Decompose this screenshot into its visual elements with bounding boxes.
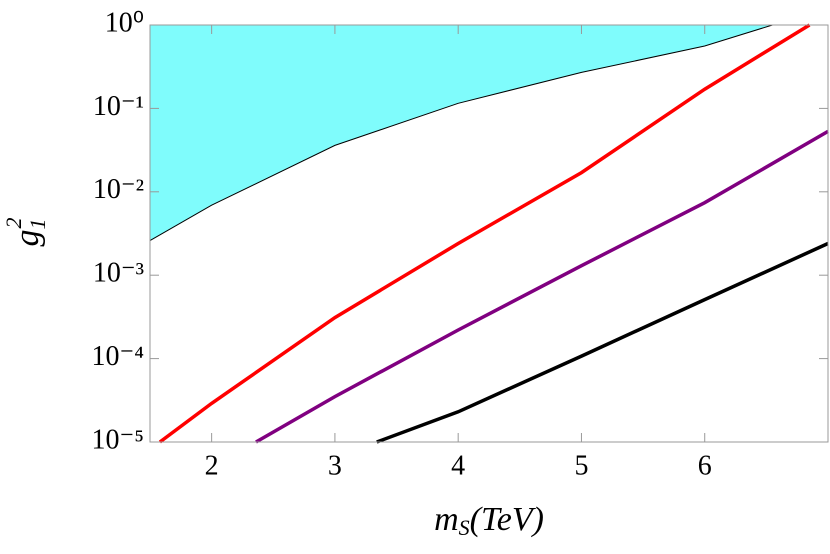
y-label-sub: 1 <box>25 219 50 230</box>
y-tick-label: 10⁻⁵ <box>91 424 144 455</box>
y-label-sup: 2 <box>1 218 26 229</box>
y-tick-label: 10⁻² <box>93 174 144 205</box>
x-tick-label: 4 <box>451 450 465 481</box>
y-label-main: g <box>9 230 46 247</box>
x-axis-label: mS(TeV) <box>434 501 544 540</box>
y-tick-label: 10⁻⁴ <box>91 341 144 372</box>
curve <box>158 23 811 444</box>
x-label-sub: S <box>459 515 470 540</box>
x-tick-label: 3 <box>328 450 342 481</box>
plot-frame <box>149 24 829 443</box>
x-tick-label: 6 <box>698 450 712 481</box>
curve <box>376 241 829 444</box>
region-boundary <box>149 24 773 242</box>
y-tick-label: 10⁰ <box>105 7 144 38</box>
curve <box>255 129 829 444</box>
y-tick-label: 10⁻³ <box>93 258 144 289</box>
y-axis-label: g12 <box>1 218 50 247</box>
x-label-rest: (TeV) <box>470 501 544 538</box>
y-tick-label: 10⁻¹ <box>93 91 144 122</box>
x-label-main: m <box>434 501 459 538</box>
shaded-region <box>150 25 773 241</box>
x-tick-label: 5 <box>574 450 588 481</box>
x-tick-label: 2 <box>205 450 219 481</box>
